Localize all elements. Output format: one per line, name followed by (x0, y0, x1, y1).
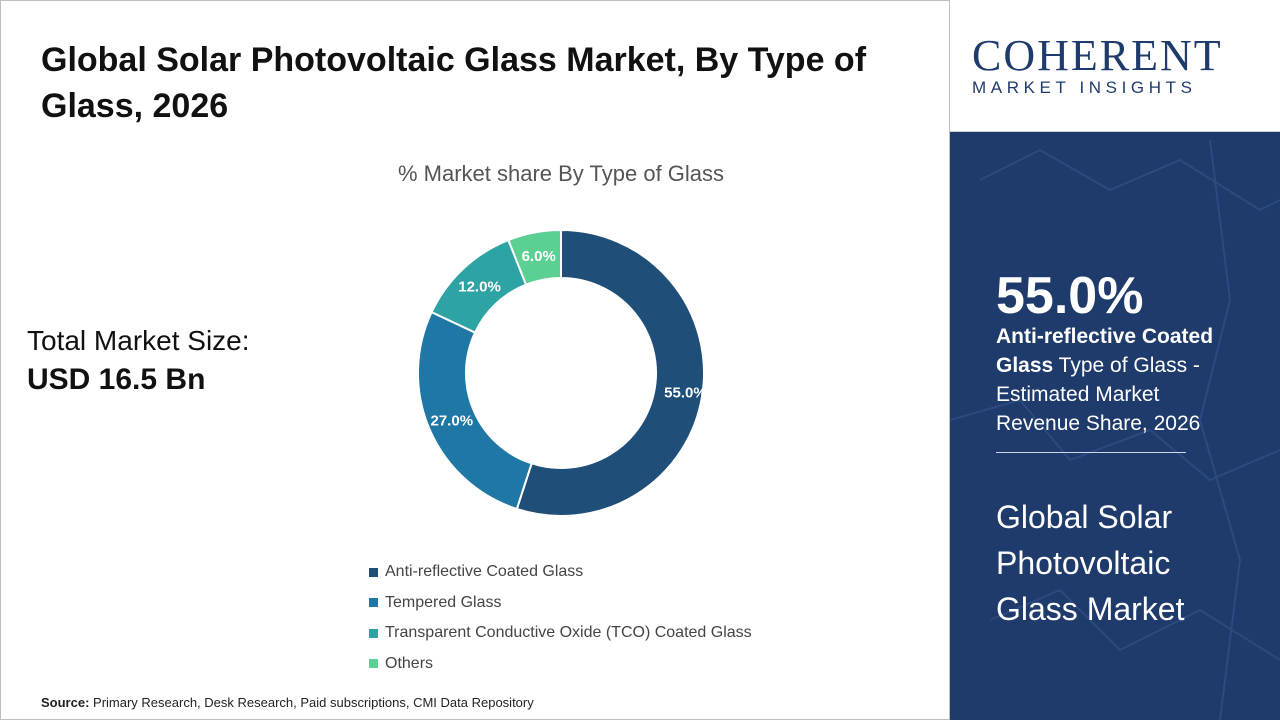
source-label: Source: (41, 695, 90, 710)
source-text: Primary Research, Desk Research, Paid su… (93, 695, 534, 710)
chart-legend: Anti-reflective Coated Glass Tempered Gla… (369, 557, 752, 679)
highlight-bold-text: Anti-reflective Coated Glass (996, 325, 1214, 377)
legend-item: Anti-reflective Coated Glass (369, 557, 752, 588)
highlight-description: Anti-reflective Coated Glass Type of Gla… (996, 322, 1246, 438)
divider (996, 452, 1186, 453)
data-label-4: 6.0% (522, 248, 556, 265)
legend-label: Others (385, 654, 434, 672)
logo-tagline: MARKET INSIGHTS (972, 78, 1197, 97)
logo-wordmark: COHERENT (972, 31, 1223, 80)
chart-frame: Global Solar Photovoltaic Glass Market, … (0, 0, 950, 720)
legend-item: Transparent Conductive Oxide (TCO) Coate… (369, 618, 752, 649)
legend-swatch (369, 628, 378, 638)
source-note: Source: Primary Research, Desk Research,… (41, 695, 534, 710)
donut-slice-4 (507, 228, 562, 286)
page-title: Global Solar Photovoltaic Glass Market, … (41, 41, 867, 125)
donut-slice-2 (417, 310, 533, 511)
highlight-value: 55.0% (996, 267, 1144, 325)
map-texture (950, 139, 1280, 720)
donut-slice-1 (515, 228, 705, 517)
legend-swatch (369, 598, 378, 608)
highlight-rest-text: Type of Glass - Estimated Market Revenue… (996, 354, 1201, 435)
legend-item: Tempered Glass (369, 588, 752, 619)
legend-swatch (369, 567, 378, 577)
donut-chart: 55.0% 27.0% 12.0% 6.0% (417, 228, 707, 517)
market-size-label: Total Market Size: (27, 325, 250, 356)
market-name: Global Solar Photovoltaic Glass Market (996, 499, 1185, 627)
data-label-3: 12.0% (458, 278, 501, 295)
legend-label: Tempered Glass (385, 593, 502, 611)
side-panel: COHERENT MARKET INSIGHTS 55.0% Anti-refl… (950, 0, 1280, 720)
legend-item: Others (369, 649, 752, 680)
legend-label: Anti-reflective Coated Glass (385, 563, 584, 581)
logo: COHERENT MARKET INSIGHTS (950, 0, 1280, 132)
data-label-2: 27.0% (431, 412, 474, 429)
legend-label: Transparent Conductive Oxide (TCO) Coate… (385, 624, 752, 642)
chart-title: % Market share By Type of Glass (397, 161, 725, 186)
market-size-value: USD 16.5 Bn (27, 363, 206, 396)
data-label-1: 55.0% (664, 385, 707, 402)
legend-swatch (369, 659, 378, 669)
